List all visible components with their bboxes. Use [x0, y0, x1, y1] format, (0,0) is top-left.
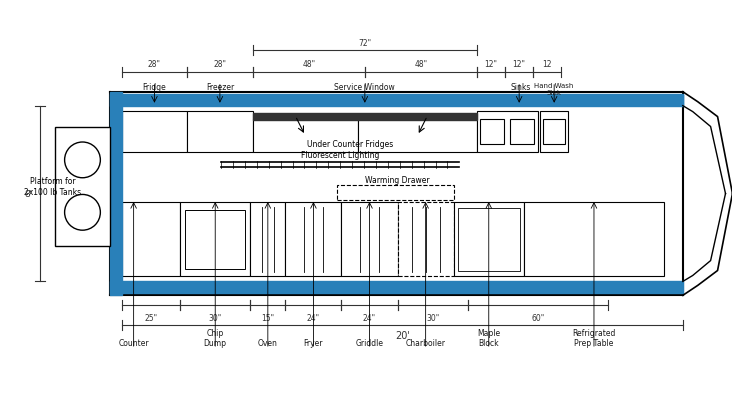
Bar — [458, 209, 520, 271]
Text: Maple
Block: Maple Block — [477, 328, 501, 347]
Text: Under Counter Fridges: Under Counter Fridges — [307, 140, 393, 148]
Bar — [185, 211, 245, 269]
Bar — [122, 111, 187, 153]
Bar — [398, 203, 453, 277]
Text: 15": 15" — [261, 313, 274, 322]
Bar — [251, 203, 285, 277]
Bar — [477, 111, 538, 153]
Text: Fridge: Fridge — [143, 83, 166, 91]
Text: 30": 30" — [426, 313, 440, 322]
Text: 12: 12 — [542, 60, 552, 69]
Text: Service Window: Service Window — [334, 83, 395, 91]
Bar — [510, 119, 534, 145]
Text: Sinks: Sinks — [511, 83, 531, 91]
Text: Griddle: Griddle — [356, 338, 384, 347]
Bar — [337, 186, 453, 200]
Bar — [524, 203, 664, 277]
Bar — [540, 111, 568, 153]
Text: Refrigrated
Prep Table: Refrigrated Prep Table — [573, 328, 616, 347]
Text: Warming Drawer: Warming Drawer — [365, 175, 430, 184]
Text: 24": 24" — [306, 313, 320, 322]
Text: Fluorescent Lighting: Fluorescent Lighting — [301, 150, 379, 160]
Text: Oven: Oven — [258, 338, 278, 347]
Text: Counter: Counter — [118, 338, 149, 347]
Bar — [253, 119, 358, 153]
Bar — [358, 119, 477, 153]
Bar — [122, 203, 180, 277]
Text: 72": 72" — [358, 38, 371, 47]
Text: 20': 20' — [395, 330, 409, 340]
Text: 28": 28" — [213, 60, 226, 69]
Bar — [187, 111, 253, 153]
Text: 24": 24" — [363, 313, 376, 322]
Text: 25": 25" — [144, 313, 157, 322]
Text: 8': 8' — [24, 190, 32, 198]
Text: 48": 48" — [302, 60, 315, 69]
Text: 30": 30" — [209, 313, 222, 322]
Bar — [110, 282, 683, 294]
Bar — [285, 203, 342, 277]
Text: 12": 12" — [484, 60, 498, 69]
Text: Hand Wash
Sink: Hand Wash Sink — [534, 83, 574, 95]
Text: Charboiler: Charboiler — [406, 338, 445, 347]
Text: 48": 48" — [415, 60, 428, 69]
Text: Chip
Dump: Chip Dump — [204, 328, 226, 347]
Bar — [480, 119, 504, 145]
Text: Fryer: Fryer — [304, 338, 323, 347]
Bar — [122, 106, 683, 282]
Bar — [55, 127, 110, 246]
Bar — [180, 203, 251, 277]
Bar — [543, 119, 565, 145]
Text: 28": 28" — [148, 60, 161, 69]
Bar — [253, 113, 477, 120]
Text: Platform for
2x100 lb Tanks: Platform for 2x100 lb Tanks — [24, 177, 82, 196]
Bar — [110, 95, 683, 106]
Text: 60": 60" — [531, 313, 545, 322]
Text: 12": 12" — [512, 60, 526, 69]
Text: Freezer: Freezer — [206, 83, 234, 91]
Bar — [110, 93, 122, 296]
Bar — [342, 203, 398, 277]
Bar — [453, 203, 524, 277]
